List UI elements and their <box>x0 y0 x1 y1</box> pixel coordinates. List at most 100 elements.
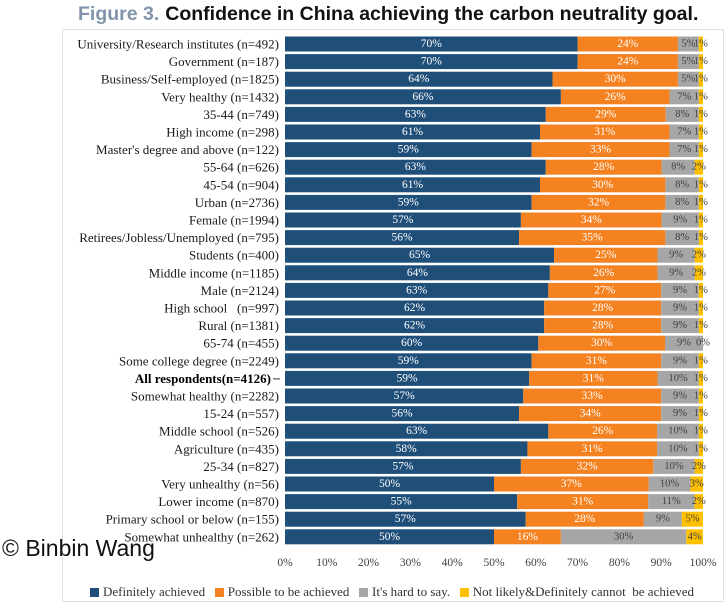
category-label-high-school-n-997: High school (n=997) <box>164 301 279 316</box>
definitely-achieved-data-label-11: 56% <box>391 232 413 244</box>
possible-to-be-achieved-bar-26 <box>517 494 649 510</box>
possible-to-be-achieved-bar-28 <box>494 529 561 545</box>
definitely-achieved-bar-6 <box>285 142 532 158</box>
possible-to-be-achieved-bar-15 <box>544 300 662 316</box>
definitely-achieved-data-label-20: 57% <box>394 390 416 402</box>
it-s-hard-to-say-data-label-10: 9% <box>673 215 687 226</box>
it-s-hard-to-say-data-label-19: 10% <box>669 373 689 384</box>
not-likely-definitely-cannot-be-achieved-bar-10 <box>698 212 703 228</box>
definitely-achieved-bar-19 <box>285 370 530 386</box>
category-label-high-income-n-298: High income (n=298) <box>166 125 279 140</box>
not-likely-definitely-cannot-be-achieved-bar-20 <box>698 388 703 404</box>
it-s-hard-to-say-data-label-2: 5% <box>681 74 695 85</box>
definitely-achieved-data-label-24: 57% <box>392 460 414 472</box>
definitely-achieved-data-label-27: 57% <box>395 513 417 525</box>
possible-to-be-achieved-data-label-3: 26% <box>605 91 627 103</box>
it-s-hard-to-say-bar-18 <box>661 353 699 369</box>
legend: Definitely achieved Possible to be achiev… <box>90 584 694 600</box>
possible-to-be-achieved-bar-11 <box>519 230 666 246</box>
not-likely-definitely-cannot-be-achieved-bar-15 <box>698 300 703 316</box>
category-label-university-research-institutes-n-492: University/Research institutes (n=492) <box>77 37 279 52</box>
it-s-hard-to-say-bar-14 <box>661 282 699 298</box>
not-likely-definitely-cannot-be-achieved-data-label-12: 2% <box>692 250 706 261</box>
it-s-hard-to-say-data-label-24: 10% <box>664 461 684 472</box>
possible-to-be-achieved-bar-14 <box>548 282 662 298</box>
it-s-hard-to-say-bar-1 <box>677 54 699 70</box>
possible-to-be-achieved-data-label-6: 33% <box>590 144 612 156</box>
not-likely-definitely-cannot-be-achieved-bar-0 <box>698 36 703 52</box>
possible-to-be-achieved-data-label-1: 24% <box>617 56 639 68</box>
it-s-hard-to-say-bar-9 <box>665 194 699 210</box>
it-s-hard-to-say-bar-6 <box>669 142 699 158</box>
not-likely-definitely-cannot-be-achieved-data-label-16: 1% <box>694 320 708 331</box>
definitely-achieved-bar-7 <box>285 159 546 175</box>
definitely-achieved-data-label-0: 70% <box>421 38 443 50</box>
it-s-hard-to-say-bar-7 <box>661 159 695 175</box>
definitely-achieved-data-label-2: 64% <box>408 73 430 85</box>
legend-item-definitely-achieved: Definitely achieved <box>90 584 205 600</box>
possible-to-be-achieved-data-label-8: 30% <box>592 179 614 191</box>
not-likely-definitely-cannot-be-achieved-data-label-25: 3% <box>690 479 704 490</box>
not-likely-definitely-cannot-be-achieved-data-label-0: 1% <box>694 39 708 50</box>
not-likely-definitely-cannot-be-achieved-data-label-28: 4% <box>688 531 702 542</box>
definitely-achieved-bar-3 <box>285 89 561 105</box>
not-likely-definitely-cannot-be-achieved-data-label-17: 0% <box>696 338 710 349</box>
definitely-achieved-data-label-19: 59% <box>397 372 419 384</box>
legend-item-it-s-hard-to-say: It's hard to say. <box>359 584 450 600</box>
category-label-primary-school-or-below-n-155: Primary school or below (n=155) <box>106 512 279 527</box>
possible-to-be-achieved-data-label-28: 16% <box>517 531 539 543</box>
it-s-hard-to-say-data-label-1: 5% <box>681 56 695 67</box>
it-s-hard-to-say-data-label-28: 30% <box>614 531 634 542</box>
not-likely-definitely-cannot-be-achieved-bar-14 <box>698 282 703 298</box>
not-likely-definitely-cannot-be-achieved-bar-5 <box>698 124 703 140</box>
possible-to-be-achieved-data-label-20: 33% <box>582 390 604 402</box>
figure-title: Figure 3. Confidence in China achieving t… <box>78 2 698 26</box>
not-likely-definitely-cannot-be-achieved-bar-3 <box>698 89 703 105</box>
category-label-middle-income-n-1185: Middle income (n=1185) <box>149 265 279 280</box>
category-label-rural-n-1381: Rural (n=1381) <box>198 318 279 333</box>
definitely-achieved-bar-17 <box>285 335 539 351</box>
definitely-achieved-bar-27 <box>285 511 526 527</box>
not-likely-definitely-cannot-be-achieved-bar-13 <box>694 265 703 281</box>
it-s-hard-to-say-data-label-20: 9% <box>673 391 687 402</box>
category-label-very-healthy-n-1432: Very healthy (n=1432) <box>161 89 279 104</box>
not-likely-definitely-cannot-be-achieved-bar-18 <box>698 353 703 369</box>
category-label-lower-income-n-870: Lower income (n=870) <box>158 494 279 509</box>
not-likely-definitely-cannot-be-achieved-bar-27 <box>681 511 703 527</box>
possible-to-be-achieved-bar-17 <box>538 335 665 351</box>
category-label-15-24-n-557: 15-24 (n=557) <box>203 406 279 421</box>
not-likely-definitely-cannot-be-achieved-bar-22 <box>698 423 703 439</box>
definitely-achieved-data-label-25: 50% <box>379 478 401 490</box>
not-likely-definitely-cannot-be-achieved-data-label-24: 2% <box>692 461 706 472</box>
it-s-hard-to-say-data-label-6: 7% <box>677 144 691 155</box>
it-s-hard-to-say-data-label-27: 9% <box>656 514 670 525</box>
possible-to-be-achieved-data-label-0: 24% <box>617 38 639 50</box>
legend-label-it-s-hard-to-say: It's hard to say. <box>372 584 451 599</box>
x-tick-label: 10% <box>316 557 338 569</box>
it-s-hard-to-say-data-label-15: 9% <box>673 303 687 314</box>
definitely-achieved-data-label-22: 63% <box>406 425 428 437</box>
definitely-achieved-bar-8 <box>285 177 540 193</box>
not-likely-definitely-cannot-be-achieved-bar-12 <box>694 247 703 263</box>
chart-frame <box>62 29 724 602</box>
definitely-achieved-bar-22 <box>285 423 549 439</box>
possible-to-be-achieved-data-label-5: 31% <box>594 126 616 138</box>
category-label-some-college-degree-n-2249: Some college degree (n=2249) <box>119 353 279 368</box>
definitely-achieved-data-label-3: 66% <box>412 91 434 103</box>
possible-to-be-achieved-bar-10 <box>520 212 662 228</box>
possible-to-be-achieved-data-label-2: 30% <box>605 73 627 85</box>
it-s-hard-to-say-data-label-0: 5% <box>681 39 695 50</box>
it-s-hard-to-say-data-label-17: 9% <box>677 338 691 349</box>
definitely-achieved-data-label-23: 58% <box>396 443 418 455</box>
possible-to-be-achieved-data-label-22: 26% <box>592 425 614 437</box>
not-likely-definitely-cannot-be-achieved-data-label-13: 2% <box>692 267 706 278</box>
not-likely-definitely-cannot-be-achieved-data-label-4: 1% <box>694 109 708 120</box>
possible-to-be-achieved-data-label-13: 26% <box>593 267 615 279</box>
x-tick-label: 0% <box>277 557 293 569</box>
category-label-somewhat-healthy-n-2282: Somewhat healthy (n=2282) <box>131 389 279 404</box>
possible-to-be-achieved-bar-0 <box>577 36 678 52</box>
possible-to-be-achieved-data-label-21: 34% <box>580 408 602 420</box>
not-likely-definitely-cannot-be-achieved-bar-28 <box>686 529 703 545</box>
possible-to-be-achieved-data-label-11: 35% <box>582 232 604 244</box>
